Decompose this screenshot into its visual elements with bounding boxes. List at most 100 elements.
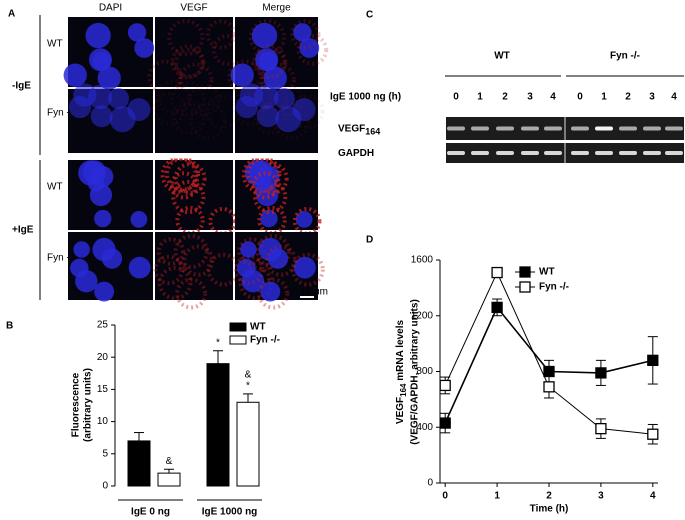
- y-axis-label: VEGF164 mRNA levels: [395, 319, 408, 424]
- scale-bar-label: 10 μm: [300, 287, 328, 298]
- vegf-stain: [169, 80, 206, 117]
- nucleus: [73, 241, 90, 258]
- marker: [595, 422, 607, 435]
- marker: [491, 266, 503, 279]
- nucleus: [260, 209, 278, 228]
- lane-label: 0: [453, 92, 459, 103]
- gel-band: [521, 151, 539, 155]
- legend-swatch: [229, 322, 247, 332]
- genotype-label: WT: [494, 51, 510, 62]
- micrograph: [155, 232, 233, 300]
- vegf-stain: [290, 19, 321, 50]
- row-label: Fyn -/-: [47, 108, 76, 119]
- vegf-stain: [172, 101, 206, 136]
- legend-marker: [519, 266, 531, 278]
- lane-label: 0: [577, 92, 583, 103]
- legend-swatch: [229, 335, 247, 345]
- gel-band: [571, 151, 589, 155]
- error-bar: [213, 350, 223, 364]
- legend-label: WT: [250, 322, 266, 333]
- vegf-stain: [257, 205, 287, 236]
- bar: [157, 472, 181, 487]
- vegf-stain: [296, 34, 329, 66]
- column-header: Merge: [262, 3, 291, 14]
- gel-band: [571, 126, 589, 131]
- y-axis-label-sub: 164: [399, 383, 408, 397]
- vegf-stain: [164, 156, 201, 192]
- vegf-stain: [171, 179, 206, 215]
- nucleus: [230, 63, 254, 87]
- bar: [127, 440, 151, 487]
- micrograph: [155, 17, 233, 87]
- annotation: *: [246, 381, 250, 392]
- legend-label: Fyn -/-: [539, 282, 569, 293]
- band-label: GAPDH: [338, 148, 374, 159]
- group-label: +IgE: [12, 225, 34, 236]
- x-tick-label: 0: [442, 491, 448, 502]
- gel-band: [471, 151, 489, 155]
- vegf-stain: [167, 18, 205, 57]
- gel-band: [619, 151, 637, 155]
- y-axis-label-part: VEGF: [395, 397, 406, 424]
- nucleus: [254, 175, 271, 192]
- error-bar: [243, 393, 253, 403]
- gel-band: [447, 151, 465, 155]
- marker: [647, 354, 659, 367]
- lane-label: 4: [671, 92, 677, 103]
- marker: [647, 428, 659, 440]
- nucleus: [68, 95, 92, 119]
- condition-label: IgE 1000 ng (h): [330, 92, 401, 103]
- vegf-stain: [153, 254, 185, 286]
- nucleus: [87, 175, 105, 192]
- panel-label: A: [8, 9, 15, 20]
- gel-band: [471, 126, 489, 131]
- column-header: DAPI: [99, 3, 122, 14]
- x-tick-label: IgE 1000 ng: [202, 507, 258, 518]
- bar: [236, 401, 260, 487]
- nucleus: [85, 22, 111, 49]
- nucleus: [273, 88, 295, 110]
- lane-label: 4: [550, 92, 556, 103]
- nucleus: [128, 256, 151, 279]
- vegf-stain: [290, 252, 325, 287]
- nucleus: [263, 66, 287, 90]
- nucleus: [295, 210, 313, 228]
- y-tick-label: 0: [427, 478, 433, 489]
- band-name: VEGF: [338, 123, 365, 134]
- nucleus: [255, 48, 279, 72]
- gel-band: [665, 126, 683, 131]
- nucleus: [251, 22, 278, 49]
- x-tick-label: 3: [598, 491, 604, 502]
- nucleus: [101, 248, 123, 269]
- nucleus: [256, 105, 279, 128]
- gel-band: [665, 151, 683, 155]
- marker: [439, 417, 451, 429]
- y-tick-label: 20: [97, 352, 109, 363]
- nucleus: [63, 63, 87, 87]
- vegf-stain: [272, 102, 311, 141]
- vegf-stain: [246, 156, 282, 192]
- gel-band: [643, 151, 661, 155]
- column-header: VEGF: [180, 3, 207, 14]
- vegf-stain: [160, 156, 198, 194]
- group-label: -IgE: [12, 81, 31, 92]
- vegf-stain: [157, 265, 193, 301]
- x-axis-label: Time (h): [530, 504, 569, 515]
- x-tick-label: 2: [546, 491, 552, 502]
- gel-band: [496, 126, 514, 131]
- lane-label: 3: [649, 92, 655, 103]
- lane-label: 2: [502, 92, 508, 103]
- vegf-stain: [147, 59, 183, 95]
- vegf-stain: [178, 62, 214, 98]
- nucleus: [275, 106, 302, 133]
- gel-band: [521, 126, 539, 131]
- vegf-stain: [205, 19, 237, 50]
- band-name: GAPDH: [338, 148, 374, 159]
- x-tick-label: 4: [650, 491, 656, 502]
- y-tick-label: 400: [416, 422, 433, 433]
- y-axis-label: (VEGF/GAPDH, arbitrary units): [410, 299, 421, 445]
- row-label: WT: [47, 39, 63, 50]
- panel-label: C: [366, 10, 373, 21]
- vegf-stain: [169, 171, 199, 200]
